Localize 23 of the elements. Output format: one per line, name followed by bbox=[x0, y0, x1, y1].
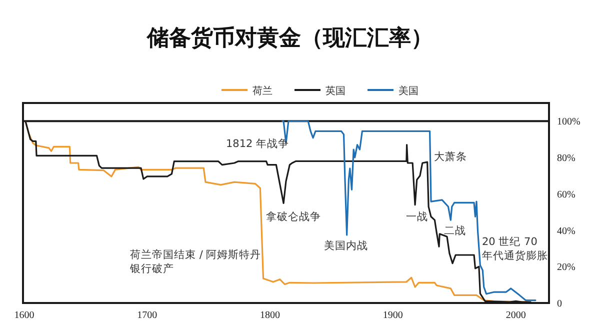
y-tick-label: 40% bbox=[557, 226, 576, 237]
annotation: 拿破仑战争 bbox=[266, 210, 321, 223]
y-tick-label: 20% bbox=[557, 262, 576, 274]
x-tick-label: 1700 bbox=[137, 310, 158, 321]
annotation: 大萧条 bbox=[434, 150, 467, 163]
annotation: 荷兰帝国结束 / 阿姆斯特丹银行破产 bbox=[129, 248, 262, 275]
annotation: 美国内战 bbox=[324, 239, 368, 252]
annotation: 二战 bbox=[444, 225, 466, 237]
y-tick-label: 0 bbox=[557, 298, 562, 310]
y-tick-label: 100% bbox=[557, 116, 580, 128]
legend-label: 美国 bbox=[398, 85, 418, 97]
legend-label: 英国 bbox=[326, 85, 346, 97]
chart-title: 储备货币对黄金（现汇汇率） bbox=[146, 25, 433, 51]
annotation: 一战 bbox=[406, 211, 428, 223]
y-tick-label: 80% bbox=[557, 153, 576, 164]
annotation: 1812 年战争 bbox=[226, 138, 290, 150]
x-tick-label: 2000 bbox=[506, 310, 526, 321]
x-tick-label: 1600 bbox=[14, 310, 34, 321]
annotation: 20 世纪 70 年代通货膨胀 bbox=[482, 235, 548, 262]
x-tick-label: 1900 bbox=[382, 310, 403, 321]
x-tick-label: 1800 bbox=[260, 310, 280, 321]
legend-label: 荷兰 bbox=[252, 85, 272, 97]
y-tick-label: 60% bbox=[557, 189, 576, 200]
